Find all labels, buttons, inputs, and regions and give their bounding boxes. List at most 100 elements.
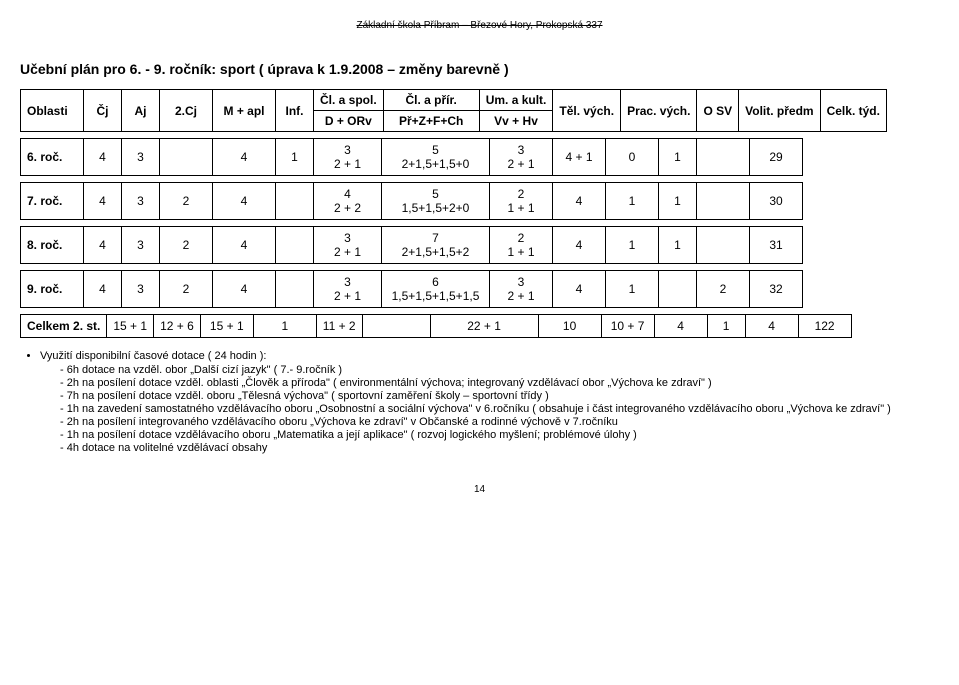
cell-prac: 1 xyxy=(606,183,659,220)
cell-spol: 42 + 2 xyxy=(314,183,382,220)
cell-aj: 3 xyxy=(122,271,160,308)
table-row: 7. roč.432442 + 251,5+1,5+2+021 + 141130 xyxy=(20,182,803,220)
cell-2cj: 2 xyxy=(160,227,213,264)
dash-item: 4h dotace na volitelné vzdělávací obsahy xyxy=(60,442,939,454)
cell-osv: 1 xyxy=(659,227,697,264)
cell-tel: 4 xyxy=(553,227,606,264)
cell-2cj: 2 xyxy=(160,183,213,220)
cell-tel: 4 xyxy=(553,183,606,220)
table-row: 9. roč.432432 + 161,5+1,5+1,5+1,532 + 14… xyxy=(20,270,803,308)
col-prir-bot: Př+Z+F+Ch xyxy=(384,111,479,131)
footer: 14 xyxy=(20,484,939,495)
row-label: Celkem 2. st. xyxy=(21,315,107,338)
cell-cj: 4 xyxy=(84,139,122,176)
notes-heading: Využití disponibilní časové dotace ( 24 … xyxy=(40,350,939,454)
cell-osv: 1 xyxy=(659,183,697,220)
cell-prir: 61,5+1,5+1,5+1,5 xyxy=(382,271,490,308)
cell-kult: 32 + 1 xyxy=(490,139,553,176)
cell-tel: 4 xyxy=(553,271,606,308)
cell-2cj: 2 xyxy=(160,271,213,308)
cell-inf xyxy=(276,271,314,308)
col-inf: Inf. xyxy=(276,90,314,132)
cell-inf xyxy=(276,227,314,264)
col-kult-bot: Vv + Hv xyxy=(480,111,553,131)
cell-kult: 32 + 1 xyxy=(490,271,553,308)
dash-item: 2h na posílení dotace vzděl. oblasti „Čl… xyxy=(60,377,939,389)
cell-spol xyxy=(362,315,430,338)
cell-prac: 0 xyxy=(606,139,659,176)
cell-spol: 32 + 1 xyxy=(314,227,382,264)
col-volit: Volit. předm xyxy=(739,90,820,132)
row-label: 8. roč. xyxy=(21,227,84,264)
dash-list: 6h dotace na vzděl. obor „Další cizí jaz… xyxy=(60,364,939,454)
cell-volit xyxy=(697,227,750,264)
col-spol-bot: D + ORv xyxy=(314,111,383,131)
cell-prir: 22 + 1 xyxy=(430,315,538,338)
footer-page-num: 14 xyxy=(20,484,939,495)
cell-celk: 29 xyxy=(750,139,803,176)
col-prir-top: Čl. a přír. xyxy=(384,90,479,111)
cell-volit xyxy=(697,139,750,176)
col-spol-top: Čl. a spol. xyxy=(314,90,383,111)
cell-cj: 15 + 1 xyxy=(107,315,154,338)
notes-heading-text: Využití disponibilní časové dotace ( 24 … xyxy=(40,350,266,362)
cell-mapl: 4 xyxy=(213,139,276,176)
cell-prac: 1 xyxy=(606,227,659,264)
table-row: Celkem 2. st.15 + 112 + 615 + 1111 + 222… xyxy=(20,314,852,338)
dash-item: 1h na posílení dotace vzdělávacího oboru… xyxy=(60,429,939,441)
row-label: 6. roč. xyxy=(21,139,84,176)
row-label: 9. roč. xyxy=(21,271,84,308)
cell-spol: 32 + 1 xyxy=(314,139,382,176)
cell-prir: 51,5+1,5+2+0 xyxy=(382,183,490,220)
cell-mapl: 4 xyxy=(213,271,276,308)
cell-mapl: 4 xyxy=(213,227,276,264)
col-tel: Těl. vých. xyxy=(553,90,621,132)
cell-volit: 2 xyxy=(697,271,750,308)
cell-celk: 122 xyxy=(798,315,851,338)
cell-celk: 31 xyxy=(750,227,803,264)
cell-prac: 4 xyxy=(654,315,707,338)
dash-item: 1h na zavedení samostatného vzdělávacího… xyxy=(60,403,939,415)
col-prir: Čl. a přír. Př+Z+F+Ch xyxy=(383,90,479,132)
cell-aj: 3 xyxy=(122,183,160,220)
cell-cj: 4 xyxy=(84,227,122,264)
cell-2cj xyxy=(160,139,213,176)
cell-tel: 10 + 7 xyxy=(601,315,654,338)
col-spol: Čl. a spol. D + ORv xyxy=(314,90,384,132)
cell-celk: 32 xyxy=(750,271,803,308)
cell-inf: 1 xyxy=(276,139,314,176)
page-title: Učební plán pro 6. - 9. ročník: sport ( … xyxy=(20,61,939,77)
cell-kult: 21 + 1 xyxy=(490,183,553,220)
cell-mapl: 4 xyxy=(213,183,276,220)
notes-list: Využití disponibilní časové dotace ( 24 … xyxy=(40,350,939,454)
dash-item: 7h na posílení dotace vzděl. oboru „Těle… xyxy=(60,390,939,402)
col-prac: Prac. vých. xyxy=(621,90,697,132)
cell-kult: 10 xyxy=(538,315,601,338)
col-osv: O SV xyxy=(697,90,739,132)
col-mapl: M + apl xyxy=(213,90,276,132)
cell-aj: 3 xyxy=(122,139,160,176)
plan-table: Oblasti Čj Aj 2.Cj M + apl Inf. Čl. a sp… xyxy=(20,89,887,132)
col-celk: Celk. týd. xyxy=(820,90,886,132)
header-strike: Základní škola Příbram – Březové Hory, P… xyxy=(20,20,939,31)
row-label: 7. roč. xyxy=(21,183,84,220)
cell-celk: 30 xyxy=(750,183,803,220)
table-row: 6. roč.434132 + 152+1,5+1,5+032 + 14 + 1… xyxy=(20,138,803,176)
cell-prir: 52+1,5+1,5+0 xyxy=(382,139,490,176)
cell-osv: 1 xyxy=(707,315,745,338)
cell-inf: 11 + 2 xyxy=(316,315,362,338)
cell-spol: 32 + 1 xyxy=(314,271,382,308)
col-kult-top: Um. a kult. xyxy=(480,90,553,111)
cell-osv xyxy=(659,271,697,308)
dash-item: 6h dotace na vzděl. obor „Další cizí jaz… xyxy=(60,364,939,376)
col-aj: Aj xyxy=(122,90,160,132)
cell-cj: 4 xyxy=(84,183,122,220)
cell-aj: 12 + 6 xyxy=(154,315,201,338)
cell-osv: 1 xyxy=(659,139,697,176)
col-oblasti: Oblasti xyxy=(21,90,84,132)
cell-mapl: 1 xyxy=(253,315,316,338)
cell-volit xyxy=(697,183,750,220)
cell-aj: 3 xyxy=(122,227,160,264)
table-row: 8. roč.432432 + 172+1,5+1,5+221 + 141131 xyxy=(20,226,803,264)
dash-item: 2h na posílení integrovaného vzdělávacíh… xyxy=(60,416,939,428)
